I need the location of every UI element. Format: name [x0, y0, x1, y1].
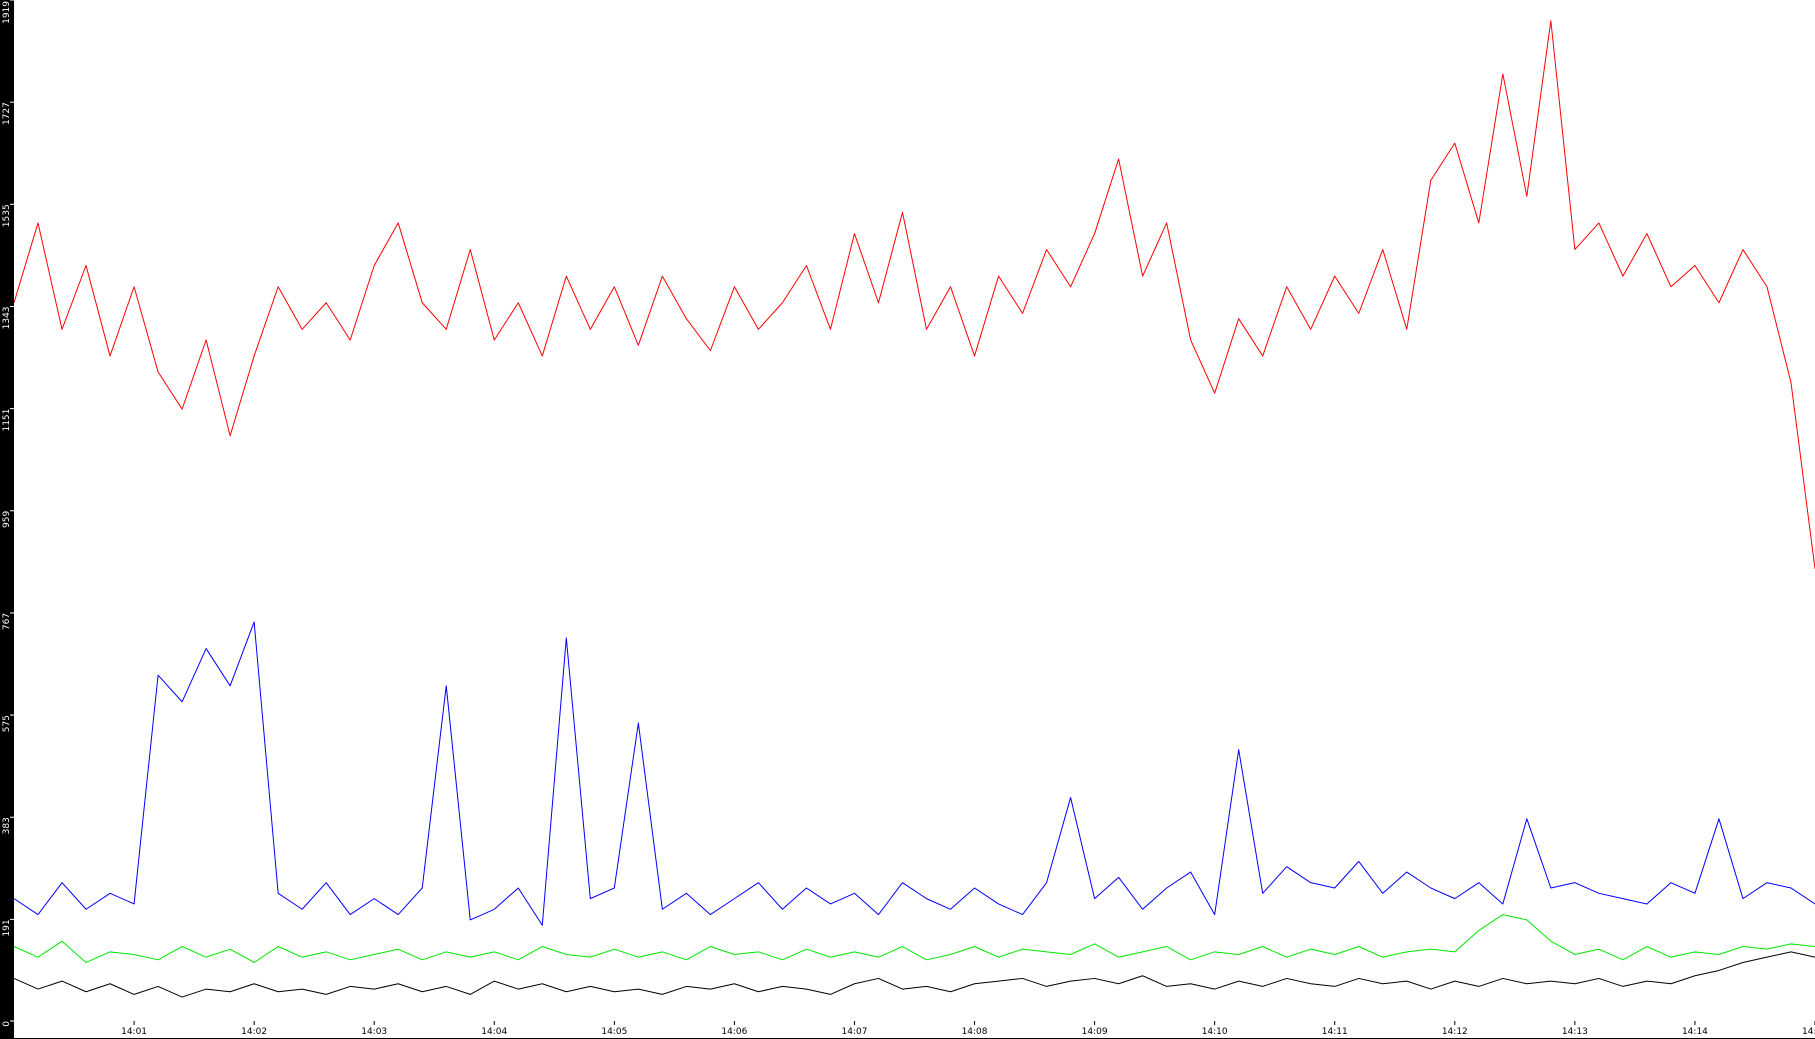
y-axis-strip	[0, 0, 14, 1039]
x-tick-label: 14:06	[721, 1027, 747, 1037]
y-tick-label: 1343	[2, 306, 12, 329]
x-tick-label: 14:11	[1322, 1027, 1348, 1037]
series-line	[13, 20, 1815, 569]
x-tick-label: 14:02	[241, 1027, 267, 1037]
x-tick-label: 14:14	[1682, 1027, 1708, 1037]
x-tick-label: 14:13	[1562, 1027, 1588, 1037]
x-tick-label: 14:04	[481, 1027, 507, 1037]
x-tick-label: 14:03	[361, 1027, 387, 1037]
x-tick-label: 14:05	[601, 1027, 627, 1037]
series-line	[13, 621, 1815, 926]
series-line	[13, 951, 1815, 998]
y-tick-label: 1151	[2, 409, 12, 432]
y-tick-label: 1535	[2, 204, 12, 227]
y-tick-label: 1919	[2, 1, 12, 24]
series-line	[13, 914, 1815, 963]
x-tick-label: 14:07	[841, 1027, 867, 1037]
x-tick-label: 14:12	[1442, 1027, 1468, 1037]
x-tick-label: 14:15	[1802, 1027, 1815, 1037]
x-tick-label: 14:10	[1202, 1027, 1228, 1037]
y-tick-label: 0	[2, 1021, 12, 1027]
y-tick-label: 575	[2, 715, 12, 732]
y-tick-label: 1727	[2, 102, 12, 125]
y-tick-label: 767	[2, 613, 12, 630]
x-tick-label: 14:09	[1082, 1027, 1108, 1037]
y-tick-label: 383	[2, 817, 12, 834]
y-tick-label: 191	[2, 919, 12, 936]
y-tick-label: 959	[2, 511, 12, 528]
x-tick-label: 14:01	[121, 1027, 147, 1037]
x-tick-label: 14:08	[962, 1027, 988, 1037]
